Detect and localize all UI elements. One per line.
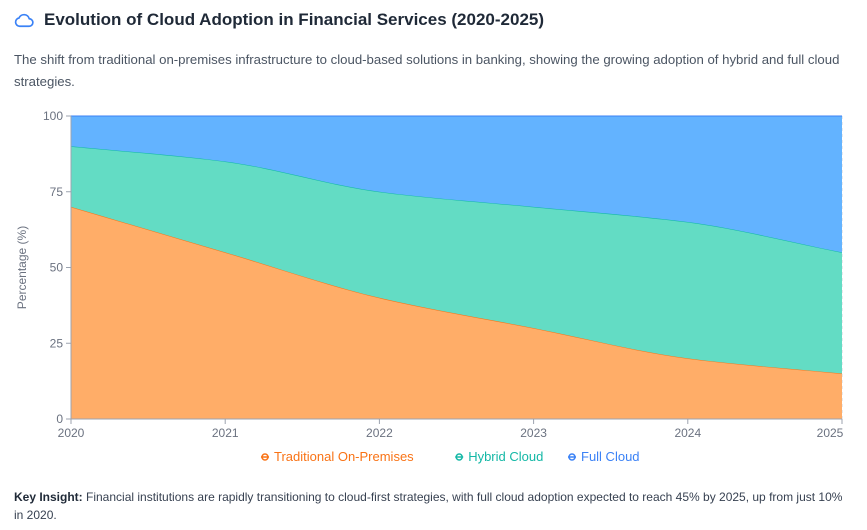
x-tick-label: 2021	[212, 426, 239, 440]
area-full-cloud[interactable]	[71, 116, 842, 253]
y-tick-label: 0	[56, 412, 63, 426]
legend-label: Hybrid Cloud	[468, 449, 543, 464]
x-tick-label: 2024	[674, 426, 701, 440]
y-axis-label: Percentage (%)	[15, 226, 29, 309]
cloud-icon	[14, 12, 34, 28]
area-hybrid-cloud[interactable]	[71, 146, 842, 374]
x-tick-label: 2023	[520, 426, 547, 440]
legend-item-traditional[interactable]: Traditional On-Premises	[261, 449, 414, 464]
x-tick-label: 2022	[366, 426, 393, 440]
key-insight-label: Key Insight:	[14, 490, 83, 504]
area-traditional-on-premises[interactable]	[71, 206, 842, 419]
y-tick-label: 100	[43, 109, 63, 123]
legend-item-hybrid[interactable]: Hybrid Cloud	[455, 449, 543, 464]
chart-title: Evolution of Cloud Adoption in Financial…	[44, 10, 545, 29]
legend-label: Full Cloud	[581, 449, 640, 464]
y-tick-label: 25	[50, 336, 64, 350]
y-tick-label: 50	[50, 261, 64, 275]
chart-subtitle: The shift from traditional on-premises i…	[14, 52, 840, 89]
legend[interactable]: Traditional On-Premises Hybrid Cloud Full …	[261, 449, 640, 464]
header: Evolution of Cloud Adoption in Financial…	[14, 10, 544, 30]
key-insight-text: Financial institutions are rapidly trans…	[14, 490, 843, 522]
x-tick-label: 2020	[58, 426, 85, 440]
area-layer	[70, 115, 843, 419]
x-tick-label: 2025	[817, 426, 844, 440]
legend-label: Traditional On-Premises	[274, 449, 414, 464]
area-chart: 0 25 50 75 100 2020 2021 2022 2023 2024 2025 Percen…	[15, 109, 844, 464]
legend-item-full-cloud[interactable]: Full Cloud	[568, 449, 640, 464]
key-insight: Key Insight: Financial institutions are …	[14, 488, 854, 524]
y-tick-label: 75	[50, 185, 64, 199]
axes: 0 25 50 75 100 2020 2021 2022 2023 2024 2025 Percen…	[15, 109, 844, 440]
